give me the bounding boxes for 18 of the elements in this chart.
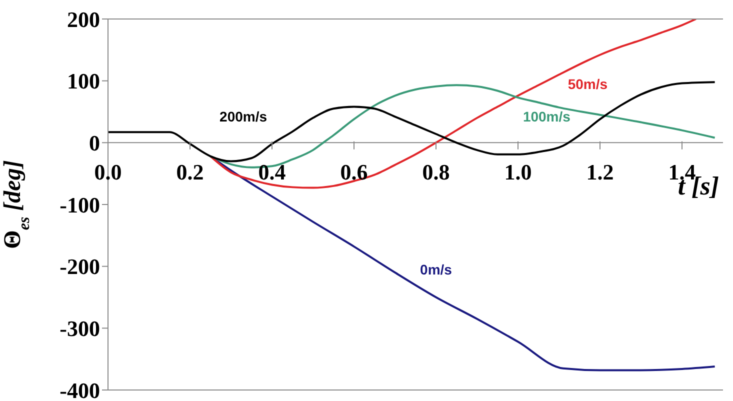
y-tick-label: 100 xyxy=(67,68,100,94)
x-tick-label: 0.8 xyxy=(422,159,450,184)
series-label: 0m/s xyxy=(420,261,452,278)
y-tick-label: -100 xyxy=(60,192,100,218)
x-tick-label: 0.4 xyxy=(258,159,286,184)
series-label: 200m/s xyxy=(220,108,268,125)
y-tick-label: -300 xyxy=(60,316,100,341)
x-tick-label: 0.0 xyxy=(94,159,122,184)
x-tick-label: 0.2 xyxy=(176,159,204,184)
series-label: 100m/s xyxy=(522,108,571,125)
y-tick-label: 200 xyxy=(67,6,100,32)
y-tick-label: 0 xyxy=(89,130,100,156)
series-label: 50m/s xyxy=(568,76,608,92)
x-tick-label: 0.6 xyxy=(340,159,368,184)
x-tick-label: 1.0 xyxy=(504,159,532,184)
y-tick-label: -400 xyxy=(60,378,100,401)
x-tick-label: 1.2 xyxy=(586,159,614,184)
y-tick-label: -200 xyxy=(60,254,100,280)
